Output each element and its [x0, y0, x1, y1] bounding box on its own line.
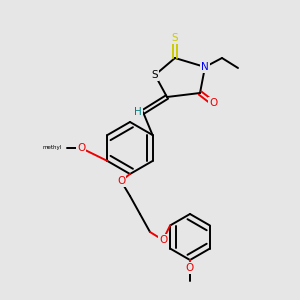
Text: O: O: [117, 176, 125, 186]
Text: S: S: [152, 70, 158, 80]
Text: methyl: methyl: [43, 146, 62, 151]
Text: O: O: [186, 263, 194, 273]
Text: S: S: [172, 33, 178, 43]
Text: N: N: [201, 62, 209, 72]
Text: O: O: [159, 235, 167, 245]
Text: O: O: [209, 98, 217, 108]
Text: H: H: [134, 107, 142, 117]
Text: O: O: [77, 143, 85, 153]
